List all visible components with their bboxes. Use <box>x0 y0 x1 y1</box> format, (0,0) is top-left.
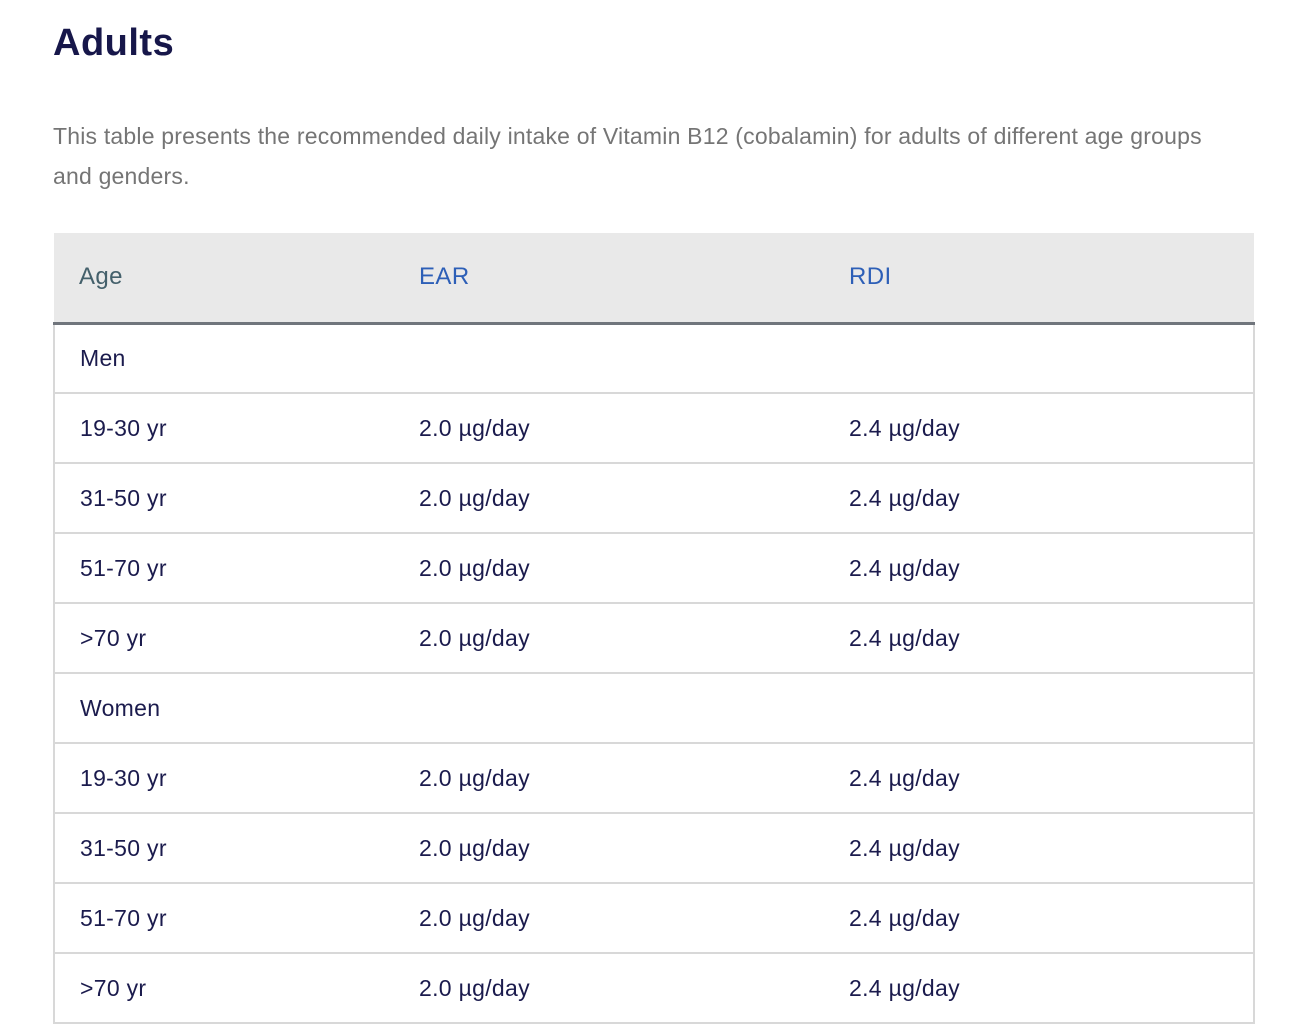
cell-age: Women <box>53 673 394 744</box>
cell-age: >70 yr <box>53 603 394 674</box>
cell-rdi: 2.4 µg/day <box>824 603 1255 674</box>
cell-ear: 2.0 µg/day <box>394 463 824 534</box>
cell-age: 31-50 yr <box>53 813 394 884</box>
cell-rdi: 2.4 µg/day <box>824 953 1255 1024</box>
cell-rdi: 2.4 µg/day <box>824 393 1255 464</box>
column-header-ear[interactable]: EAR <box>394 233 824 325</box>
table-row: 51-70 yr 2.0 µg/day 2.4 µg/day <box>53 533 1255 604</box>
cell-rdi <box>824 323 1255 394</box>
table-row: 31-50 yr 2.0 µg/day 2.4 µg/day <box>53 463 1255 534</box>
cell-rdi: 2.4 µg/day <box>824 743 1255 814</box>
table-row: 51-70 yr 2.0 µg/day 2.4 µg/day <box>53 883 1255 954</box>
table-row: 19-30 yr 2.0 µg/day 2.4 µg/day <box>53 393 1255 464</box>
cell-ear: 2.0 µg/day <box>394 533 824 604</box>
table-header: Age EAR RDI <box>54 233 1254 325</box>
cell-age: Men <box>53 323 394 394</box>
cell-age: 19-30 yr <box>53 743 394 814</box>
cell-ear <box>394 323 824 394</box>
cell-ear: 2.0 µg/day <box>394 603 824 674</box>
cell-age: 31-50 yr <box>53 463 394 534</box>
cell-ear: 2.0 µg/day <box>394 743 824 814</box>
column-header-age: Age <box>54 233 394 325</box>
table-row: >70 yr 2.0 µg/day 2.4 µg/day <box>53 953 1255 1024</box>
cell-age: >70 yr <box>53 953 394 1024</box>
cell-rdi: 2.4 µg/day <box>824 533 1255 604</box>
table-description: This table presents the recommended dail… <box>53 123 1202 189</box>
group-row: Women <box>53 673 1255 744</box>
cell-ear: 2.0 µg/day <box>394 883 824 954</box>
table-row: >70 yr 2.0 µg/day 2.4 µg/day <box>53 603 1255 674</box>
cell-age: 51-70 yr <box>53 883 394 954</box>
table-row: 19-30 yr 2.0 µg/day 2.4 µg/day <box>53 743 1255 814</box>
cell-ear: 2.0 µg/day <box>394 813 824 884</box>
cell-age: 19-30 yr <box>53 393 394 464</box>
cell-ear: 2.0 µg/day <box>394 953 824 1024</box>
group-row: Men <box>53 323 1255 394</box>
table-body: Men 19-30 yr 2.0 µg/day 2.4 µg/day 31-50 yr 2… <box>53 323 1255 1024</box>
cell-rdi: 2.4 µg/day <box>824 463 1255 534</box>
table-row: 31-50 yr 2.0 µg/day 2.4 µg/day <box>53 813 1255 884</box>
cell-rdi <box>824 673 1255 744</box>
column-header-rdi[interactable]: RDI <box>824 233 1254 325</box>
cell-rdi: 2.4 µg/day <box>824 813 1255 884</box>
cell-age: 51-70 yr <box>53 533 394 604</box>
table-header-row: Age EAR RDI <box>54 233 1254 325</box>
intake-table: Age EAR RDI Men 19-30 yr 2.0 µg/day 2.4 µg/… <box>53 233 1255 1024</box>
cell-ear <box>394 673 824 744</box>
cell-ear: 2.0 µg/day <box>394 393 824 464</box>
page-title: Adults <box>53 22 175 64</box>
cell-rdi: 2.4 µg/day <box>824 883 1255 954</box>
